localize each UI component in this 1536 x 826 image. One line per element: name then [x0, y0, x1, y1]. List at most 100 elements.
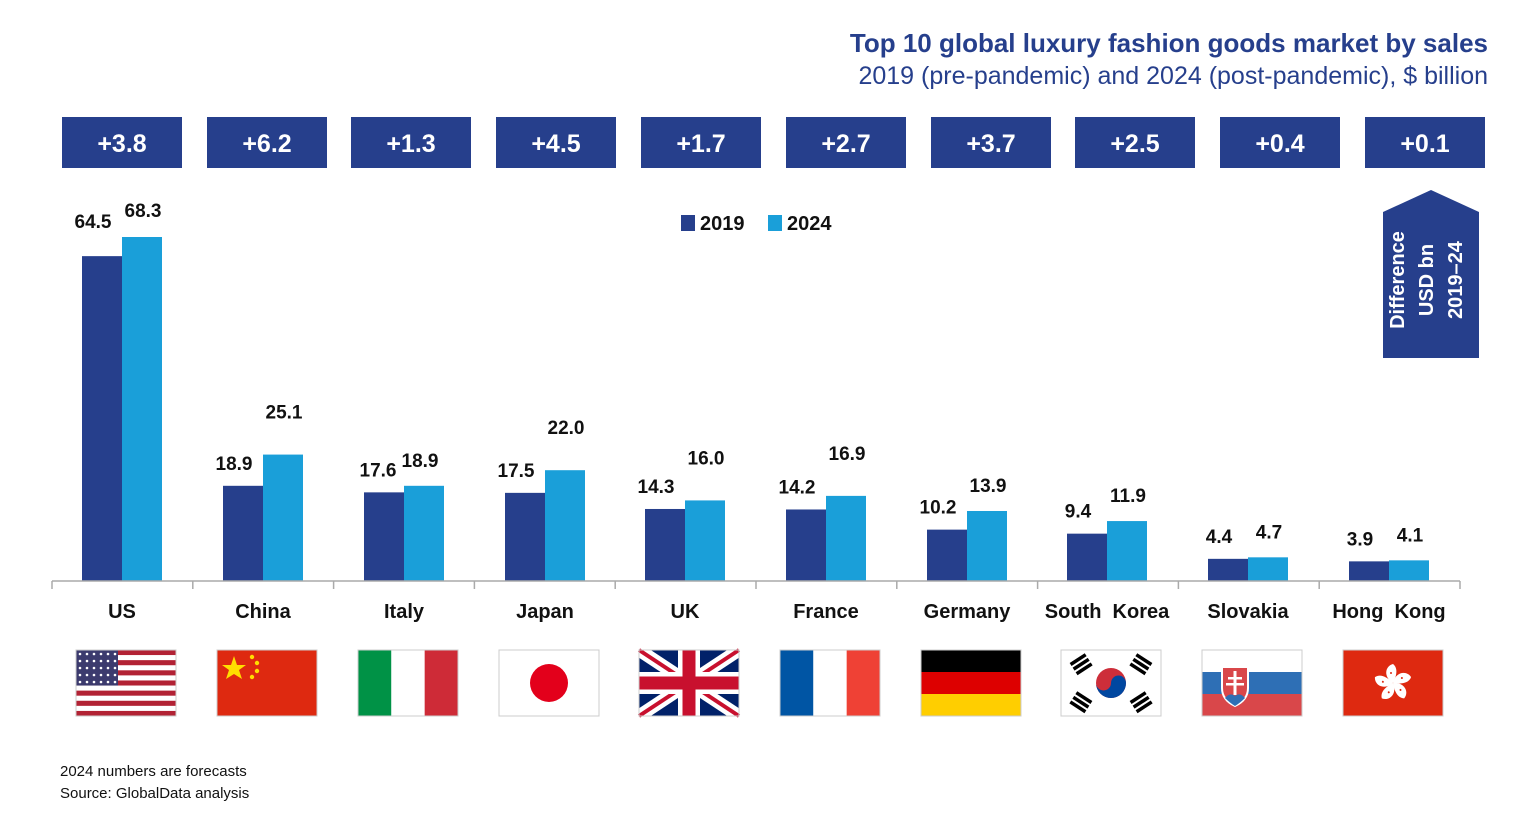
flag-border — [1060, 649, 1162, 717]
hong-kong-flag — [1342, 649, 1444, 717]
flag-white — [1202, 650, 1302, 672]
flag-star — [106, 666, 110, 670]
flag-gold — [921, 694, 1021, 717]
flag-field — [217, 650, 317, 716]
flag-red — [921, 672, 1021, 694]
bar-2024-japan — [545, 470, 585, 581]
chart-subtitle: 2019 (pre-pandemic) and 2024 (post-pande… — [858, 62, 1488, 90]
flag-star — [85, 673, 89, 677]
label-2019-france: 14.2 — [779, 477, 816, 498]
flag-stripe — [76, 665, 176, 671]
flag-star — [99, 659, 103, 663]
difference-box-germany — [931, 117, 1051, 168]
tick-label-china: China — [235, 601, 291, 623]
bar-2024-hong-kong — [1389, 560, 1429, 581]
flag-small-star — [249, 674, 255, 680]
flag-star — [113, 673, 117, 677]
tick-label-uk: UK — [671, 601, 700, 623]
difference-value-south-korea: +2.5 — [1110, 130, 1159, 158]
flag-star — [85, 680, 89, 684]
flag-star — [92, 673, 96, 677]
flag-red — [1202, 694, 1302, 717]
flag-star — [113, 652, 117, 656]
japan-flag — [498, 649, 600, 717]
flag-border — [357, 649, 459, 717]
flag-star — [106, 659, 110, 663]
tick-label-us: US — [108, 601, 136, 623]
label-2019-slovakia: 4.4 — [1206, 527, 1233, 548]
difference-value-slovakia: +0.4 — [1255, 130, 1304, 158]
flag-star — [92, 659, 96, 663]
flag-star — [92, 652, 96, 656]
flag-stripe — [76, 680, 176, 686]
legend-swatch-2024 — [768, 215, 782, 231]
flag-star — [85, 666, 89, 670]
label-2024-italy: 18.9 — [402, 451, 439, 472]
bar-2019-japan — [505, 492, 545, 581]
label-2024-japan: 22.0 — [548, 418, 585, 439]
flag-petal-shape — [1374, 675, 1393, 687]
callout-line-1: Difference — [1387, 231, 1409, 329]
label-2019-china: 18.9 — [216, 454, 253, 475]
flag-trigram-bar — [1135, 700, 1153, 714]
france-flag — [779, 649, 881, 717]
flag-border — [216, 649, 318, 717]
tick-label-japan: Japan — [516, 601, 574, 623]
bar-2019-germany — [927, 529, 967, 581]
flag-border — [1201, 649, 1303, 717]
difference-value-hong-kong: +0.1 — [1400, 130, 1449, 158]
tick-label-south-korea: South Korea — [1045, 601, 1170, 623]
callout-line-2: USD bn — [1416, 244, 1438, 316]
flag-cross — [1226, 683, 1244, 686]
bar-2019-uk — [645, 508, 685, 581]
tick-label-france: France — [793, 601, 859, 623]
flag-border — [75, 649, 177, 717]
bar-2019-france — [786, 509, 826, 581]
flag-star — [99, 680, 103, 684]
flag-trigram-bar — [1069, 700, 1087, 714]
difference-callout: Difference USD bn 2019–24 — [1383, 190, 1479, 358]
source-note: Source: GlobalData analysis — [60, 785, 250, 802]
difference-box-france — [786, 117, 906, 168]
flag-trigram-bar — [1132, 657, 1150, 671]
flag-small-star — [254, 660, 260, 666]
label-2024-china: 25.1 — [266, 403, 303, 424]
flag-small-star — [254, 668, 260, 674]
difference-box-hong-kong — [1365, 117, 1485, 168]
flag-trigram — [1129, 691, 1153, 714]
flag-border — [498, 649, 600, 717]
data-labels: 64.568.318.925.117.6 18.9 17.522.014.316.0… — [75, 201, 1424, 550]
flag-star — [106, 673, 110, 677]
flag-green — [358, 650, 392, 716]
difference-box-china — [207, 117, 327, 168]
flag-bauhinia-petal — [1393, 672, 1412, 684]
bar-2024-south-korea — [1107, 521, 1147, 581]
flag-star — [113, 680, 117, 684]
flag-border — [920, 649, 1022, 717]
flag-star — [99, 666, 103, 670]
flag-trigram-bar — [1075, 691, 1093, 704]
difference-value-france: +2.7 — [821, 130, 870, 158]
label-2024-germany: 13.9 — [970, 476, 1007, 497]
label-2024-hong-kong: 4.1 — [1397, 525, 1424, 546]
flag-stripe — [76, 690, 176, 696]
flag-star — [92, 680, 96, 684]
bar-2019-south-korea — [1067, 533, 1107, 581]
china-flag — [216, 649, 318, 717]
flag-stripe — [76, 650, 176, 656]
flag-trigram-bar — [1129, 662, 1147, 676]
flag-stripe — [76, 705, 176, 712]
flag-black — [921, 650, 1021, 672]
label-2024-france: 16.9 — [829, 444, 866, 465]
us-flag — [75, 649, 177, 717]
bar-2024-france — [826, 495, 866, 581]
legend-label-2024: 2024 — [787, 213, 832, 235]
chart-title: Top 10 global luxury fashion goods marke… — [849, 28, 1488, 58]
flag-canton — [76, 650, 118, 686]
difference-box-italy — [351, 117, 471, 168]
flag-star — [78, 652, 82, 656]
bar-2024-germany — [967, 510, 1007, 581]
flag-stripe — [76, 685, 176, 691]
legend-label-2019: 2019 — [700, 213, 745, 235]
